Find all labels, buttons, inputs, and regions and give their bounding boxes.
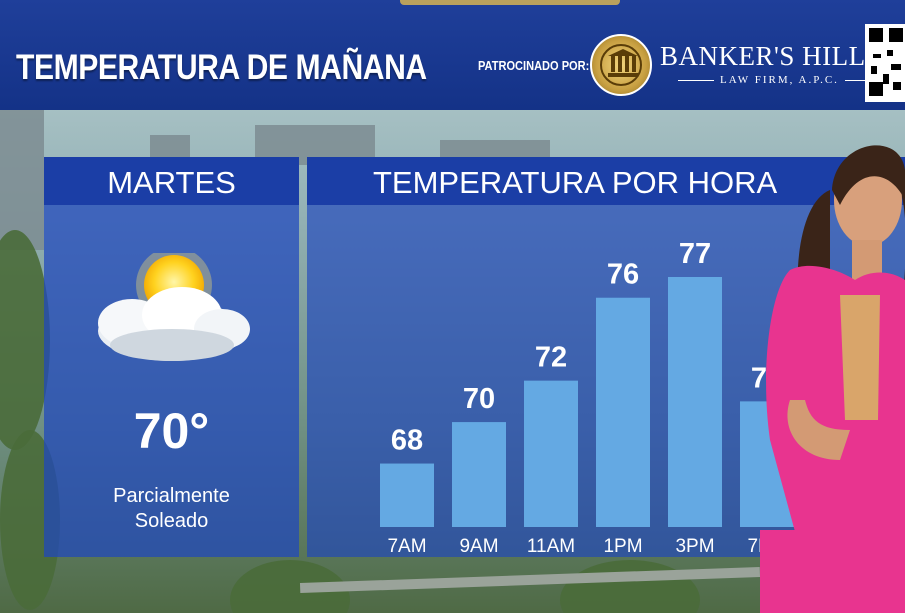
page-title: TEMPERATURA DE MAÑANA [16,48,427,87]
sponsor-logo-icon [590,34,652,96]
partly-sunny-icon [98,253,250,361]
forecast-day: MARTES [107,165,236,200]
daily-forecast-header: MARTES [44,157,299,205]
sponsor-label: PATROCINADO POR: [478,58,590,73]
hourly-temperature-header: TEMPERATURA POR HORA [307,157,905,205]
forecast-condition: Parcialmente Soleado [113,485,230,532]
sponsor-subtitle: LAW FIRM, A.P.C. [672,74,887,86]
forecast-temperature: 70° [133,403,210,459]
header-bar: TEMPERATURA DE MAÑANA PATROCINADO POR: B… [0,0,905,110]
qr-code-icon [865,24,905,102]
sponsor-name: BANKER'S HILL [660,41,866,71]
chart-title: TEMPERATURA POR HORA [373,165,778,200]
presenter-figure [760,145,905,613]
